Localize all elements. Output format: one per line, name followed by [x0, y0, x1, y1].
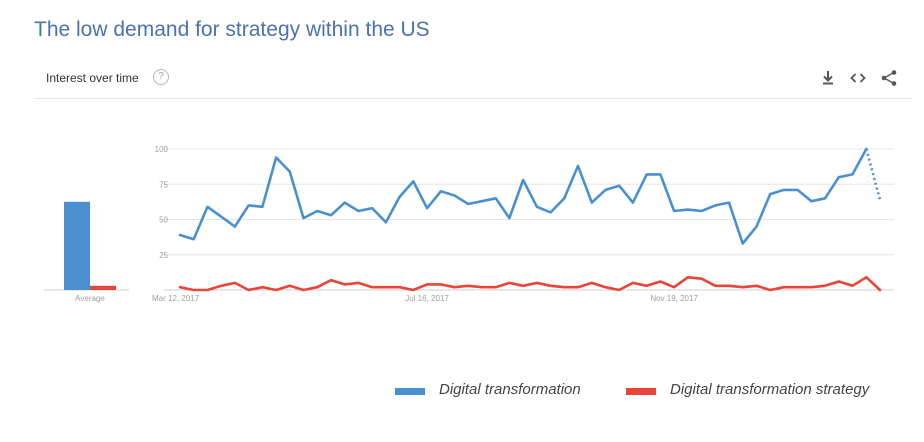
legend-swatch-digital-transformation	[395, 388, 425, 395]
average-bar-digital-transformation	[64, 201, 90, 290]
y-tick-label-100: 100	[155, 145, 169, 154]
page-title: The low demand for strategy within the U…	[34, 18, 430, 41]
x-tick-label-2: Nov 19, 2017	[650, 294, 698, 303]
chart-card: Interest over time ? Average 25 50 75 100 Mar…	[34, 60, 912, 360]
average-bar-digital-transformation-strategy	[90, 285, 116, 290]
card-header: Interest over time ?	[34, 60, 912, 99]
help-icon[interactable]: ?	[153, 69, 169, 85]
legend-label-digital-transformation-strategy: Digital transformation strategy	[670, 381, 870, 398]
line-digital-transformation	[178, 147, 868, 245]
y-tick-label-75: 75	[159, 180, 168, 189]
x-tick-label-1: Jul 16, 2017	[405, 294, 449, 303]
interest-chart: Average 25 50 75 100 Mar 12, 2017 Jul 16, 2017…	[44, 145, 894, 303]
header-title: Interest over time	[46, 71, 139, 85]
embed-icon[interactable]	[848, 68, 868, 88]
x-tick-label-0: Mar 12, 2017	[152, 294, 200, 303]
line-digital-transformation-strategy	[178, 276, 868, 292]
share-icon[interactable]	[879, 68, 899, 88]
download-icon[interactable]	[818, 68, 838, 88]
y-tick-label-50: 50	[159, 216, 168, 225]
y-tick-label-25: 25	[159, 251, 168, 260]
legend-label-digital-transformation: Digital transformation	[439, 381, 581, 398]
average-label: Average	[75, 294, 105, 303]
legend-swatch-digital-transformation-strategy	[626, 388, 656, 395]
line-digital-transformation-partial	[865, 148, 882, 201]
line-digital-transformation-strategy-partial	[865, 276, 882, 292]
